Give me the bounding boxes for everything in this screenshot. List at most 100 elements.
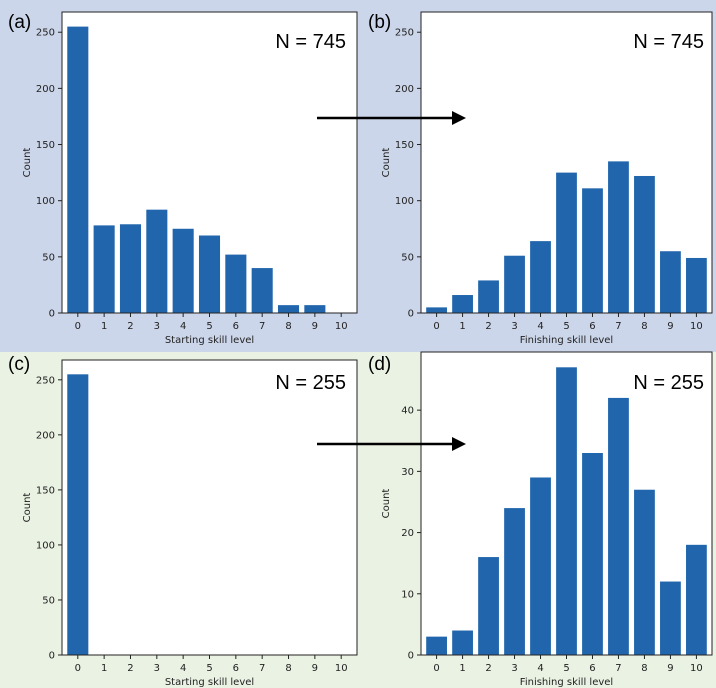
bar-4 xyxy=(530,477,551,655)
x-tick-label-3: 3 xyxy=(511,663,517,674)
panel-letter: (b) xyxy=(368,12,391,33)
bar-1 xyxy=(452,630,473,655)
sample-size-label: N = 745 xyxy=(275,31,346,53)
panel-letter: (a) xyxy=(8,12,31,33)
arrows xyxy=(317,111,466,451)
x-tick-label-4: 4 xyxy=(180,663,186,674)
x-tick-label-5: 5 xyxy=(563,663,569,674)
panel-letter: (d) xyxy=(368,354,391,375)
bar-6 xyxy=(225,254,247,313)
y-tick-label: 0 xyxy=(408,309,414,320)
bar-7 xyxy=(608,397,629,655)
x-tick-label-3: 3 xyxy=(154,663,160,674)
y-tick-label: 40 xyxy=(401,406,414,417)
bar-3 xyxy=(504,508,525,655)
y-tick-label: 250 xyxy=(36,28,55,39)
x-tick-label-3: 3 xyxy=(511,321,517,332)
panel-letter: (c) xyxy=(8,354,30,375)
bar-10 xyxy=(686,544,707,655)
bar-8 xyxy=(634,489,655,655)
x-axis-label: Starting skill level xyxy=(165,677,254,688)
x-tick-label-5: 5 xyxy=(206,663,212,674)
plot-frame xyxy=(420,11,713,314)
sample-size-label: N = 255 xyxy=(275,372,346,394)
x-tick-label-10: 10 xyxy=(335,321,348,332)
y-tick-label: 150 xyxy=(395,140,414,151)
y-tick-label: 50 xyxy=(42,252,55,263)
bar-2 xyxy=(478,280,499,313)
plot-frame xyxy=(420,351,713,656)
y-axis-label: Count xyxy=(22,148,33,178)
chart-panel-d: 0 1 2 3 4 5 6 7 8 9 10 0 10 20 30 40 Finishing skill lev… xyxy=(368,351,713,688)
bar-2 xyxy=(119,224,142,313)
bar-0 xyxy=(426,307,447,313)
plot-frame xyxy=(61,359,358,656)
bar-6 xyxy=(582,453,603,655)
x-tick-label-9: 9 xyxy=(312,663,318,674)
bar-5 xyxy=(556,367,577,655)
x-tick-label-6: 6 xyxy=(589,321,595,332)
x-tick-label-8: 8 xyxy=(641,321,647,332)
x-tick-label-9: 9 xyxy=(667,663,673,674)
bar-1 xyxy=(452,295,473,313)
bar-6 xyxy=(582,188,603,313)
y-tick-label: 250 xyxy=(36,375,55,386)
bar-3 xyxy=(146,209,168,313)
y-tick-label: 100 xyxy=(36,540,55,551)
bar-10 xyxy=(686,257,707,313)
x-tick-label-7: 7 xyxy=(259,321,265,332)
x-tick-label-8: 8 xyxy=(641,663,647,674)
y-tick-label: 0 xyxy=(49,309,55,320)
y-axis-label: Count xyxy=(381,148,392,178)
y-tick-label: 200 xyxy=(36,430,55,441)
y-tick-label: 10 xyxy=(401,589,414,600)
plot-area xyxy=(62,360,357,655)
sample-size-label: N = 255 xyxy=(633,372,704,394)
x-tick-label-0: 0 xyxy=(433,321,439,332)
bar-4 xyxy=(172,228,194,313)
bar-2 xyxy=(478,557,499,655)
bar-7 xyxy=(251,268,273,313)
y-tick-label: 200 xyxy=(36,84,55,95)
bar-9 xyxy=(304,305,326,313)
x-tick-label-9: 9 xyxy=(312,321,318,332)
x-tick-label-0: 0 xyxy=(433,663,439,674)
y-tick-label: 50 xyxy=(401,252,414,263)
bar-0 xyxy=(426,636,447,655)
bar-5 xyxy=(556,172,577,313)
y-tick-label: 0 xyxy=(49,651,55,662)
y-tick-label: 50 xyxy=(42,595,55,606)
x-tick-label-1: 1 xyxy=(101,321,107,332)
x-tick-label-8: 8 xyxy=(285,321,291,332)
bar-5 xyxy=(198,235,221,313)
y-tick-label: 200 xyxy=(395,84,414,95)
x-tick-label-2: 2 xyxy=(127,663,133,674)
x-tick-label-7: 7 xyxy=(615,663,621,674)
bar-9 xyxy=(660,581,681,655)
x-tick-label-1: 1 xyxy=(459,663,465,674)
bar-0 xyxy=(67,374,89,655)
y-tick-label: 150 xyxy=(36,140,55,151)
x-tick-label-10: 10 xyxy=(690,321,703,332)
sample-size-label: N = 745 xyxy=(633,31,704,53)
y-tick-label: 30 xyxy=(401,467,414,478)
y-tick-label: 250 xyxy=(395,28,414,39)
y-tick-label: 150 xyxy=(36,485,55,496)
x-tick-label-6: 6 xyxy=(233,663,239,674)
bar-3 xyxy=(504,255,525,313)
bar-9 xyxy=(660,251,681,313)
arrow-head xyxy=(452,437,466,451)
x-axis-label: Finishing skill level xyxy=(520,335,613,346)
x-tick-label-9: 9 xyxy=(667,321,673,332)
y-tick-label: 0 xyxy=(408,651,414,662)
x-tick-label-10: 10 xyxy=(335,663,348,674)
x-tick-label-4: 4 xyxy=(537,321,543,332)
x-tick-label-2: 2 xyxy=(127,321,133,332)
y-tick-label: 20 xyxy=(401,528,414,539)
x-tick-label-0: 0 xyxy=(75,663,81,674)
x-tick-label-6: 6 xyxy=(589,663,595,674)
